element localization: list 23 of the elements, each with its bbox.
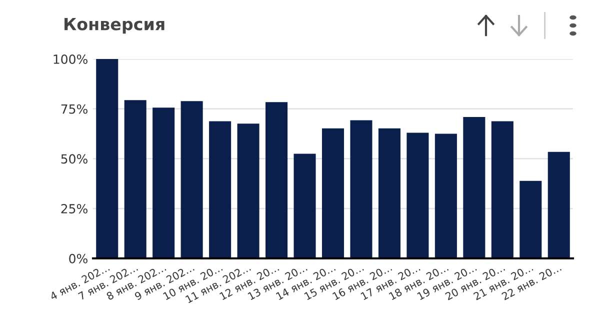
bar — [350, 120, 372, 258]
bar — [209, 121, 232, 258]
y-tick-label: 50% — [61, 154, 88, 164]
bar — [491, 121, 514, 258]
bar — [520, 180, 542, 258]
bar — [378, 128, 400, 258]
bar — [322, 128, 344, 258]
bar — [406, 132, 429, 258]
bar — [96, 59, 118, 258]
bar — [434, 134, 457, 258]
y-tick-label: 0% — [69, 254, 88, 264]
y-tick-label: 75% — [61, 104, 88, 114]
bar — [294, 154, 316, 258]
y-tick-label: 25% — [61, 204, 88, 214]
bar — [548, 152, 570, 258]
bar — [152, 108, 175, 258]
bar — [463, 117, 486, 258]
bar — [237, 124, 260, 258]
bar — [266, 102, 288, 258]
y-tick-label: 100% — [54, 54, 88, 64]
bar — [180, 101, 203, 258]
bar — [124, 100, 146, 258]
chart-title: Конверсия — [64, 18, 164, 34]
